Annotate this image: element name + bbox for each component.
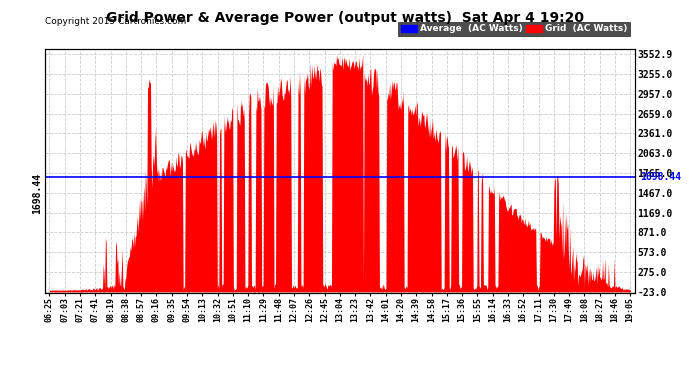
Text: Grid Power & Average Power (output watts)  Sat Apr 4 19:20: Grid Power & Average Power (output watts…: [106, 11, 584, 25]
Text: Copyright 2015 Cartronics.com: Copyright 2015 Cartronics.com: [45, 17, 186, 26]
Legend: Average  (AC Watts), Grid  (AC Watts): Average (AC Watts), Grid (AC Watts): [398, 22, 630, 36]
Text: 1698.44: 1698.44: [640, 172, 682, 182]
